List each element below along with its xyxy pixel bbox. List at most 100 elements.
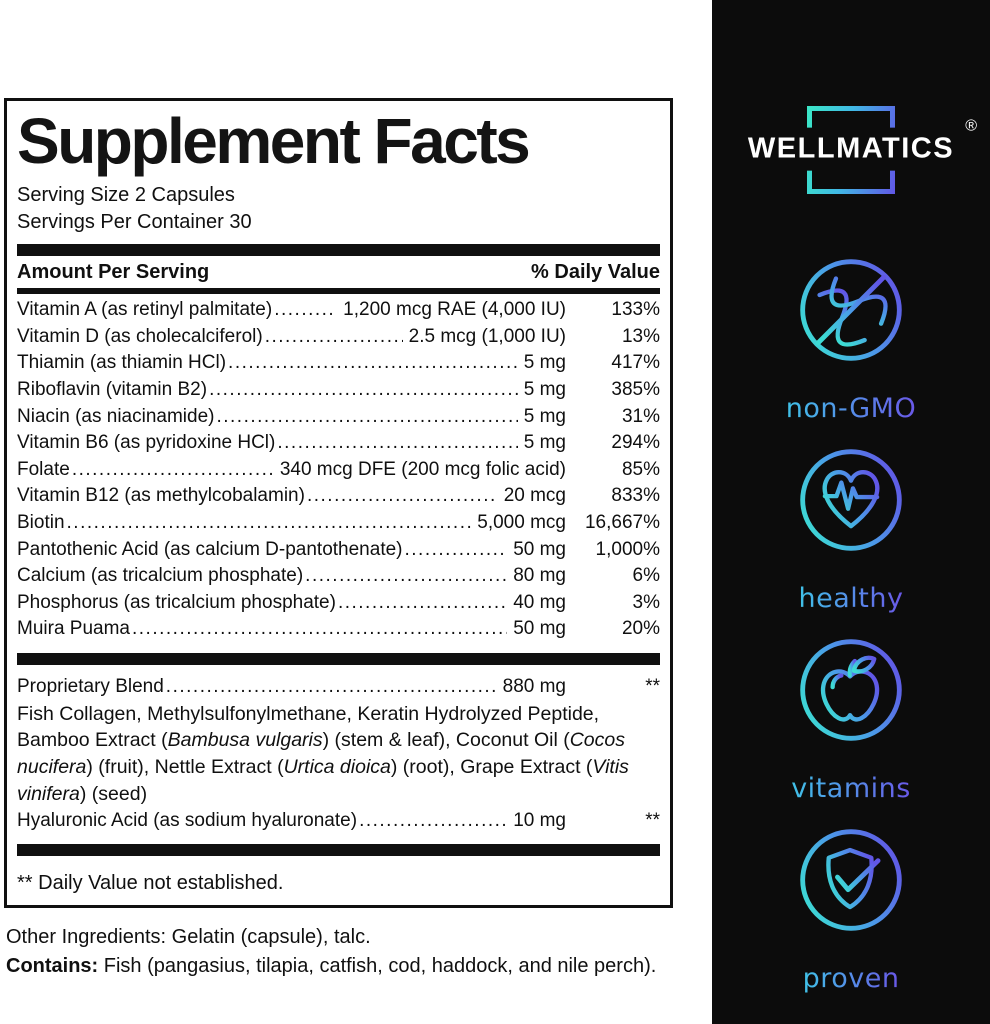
nutrient-amount: 1,200 mcg RAE (4,000 IU) bbox=[343, 299, 566, 321]
dot-leader bbox=[307, 483, 498, 510]
badge-label: non-GMO bbox=[785, 393, 917, 424]
divider-thick bbox=[17, 244, 660, 257]
nutrient-row: Phosphorus (as tricalcium phosphate) 40 m… bbox=[17, 590, 660, 617]
heart-pulse-icon bbox=[800, 449, 902, 551]
badge-label: proven bbox=[802, 963, 900, 994]
dot-leader bbox=[209, 377, 518, 404]
nutrient-name: Proprietary Blend bbox=[17, 675, 164, 697]
nutrient-row: Hyaluronic Acid (as sodium hyaluronate) 1… bbox=[17, 808, 660, 835]
dot-leader bbox=[216, 404, 517, 431]
nutrient-amount: 50 mg bbox=[513, 618, 566, 640]
serving-size: Serving Size 2 Capsules bbox=[17, 184, 235, 207]
dot-leader bbox=[67, 510, 472, 537]
daily-value: 85% bbox=[621, 458, 660, 480]
daily-value: 6% bbox=[632, 565, 660, 587]
nutrient-rows: Vitamin A (as retinyl palmitate) 1,200 mc… bbox=[17, 294, 660, 647]
daily-value: 3% bbox=[632, 591, 660, 613]
nutrient-name: Hyaluronic Acid (as sodium hyaluronate) bbox=[17, 809, 358, 831]
dot-leader bbox=[277, 430, 517, 457]
dot-leader bbox=[72, 457, 274, 484]
brand-name: WELLMATICS ® bbox=[740, 118, 977, 171]
daily-value: 417% bbox=[611, 352, 660, 374]
blend-ingredients: Fish Collagen, Methylsulfonylmethane, Ke… bbox=[17, 702, 629, 805]
daily-value: 20% bbox=[621, 618, 660, 640]
other-ingredients: Other Ingredients: Gelatin (capsule), ta… bbox=[6, 926, 371, 949]
nutrient-name: Niacin (as niacinamide) bbox=[17, 405, 215, 427]
daily-value: 1,000% bbox=[595, 538, 660, 560]
badge-label: vitamins bbox=[791, 773, 911, 804]
registered-trademark-icon: ® bbox=[965, 117, 978, 135]
nutrient-row: Muira Puama 50 mg 20% bbox=[17, 616, 660, 643]
nutrient-amount: 50 mg bbox=[513, 538, 566, 560]
brand-sidebar: WELLMATICS ® non-GMO bbox=[712, 0, 990, 1024]
nutrient-amount: 5,000 mcg bbox=[477, 512, 566, 534]
nutrient-name: Phosphorus (as tricalcium phosphate) bbox=[17, 591, 336, 613]
nutrient-amount: 5 mg bbox=[523, 432, 566, 454]
nutrient-amount: 5 mg bbox=[523, 352, 566, 374]
divider-thick bbox=[17, 652, 660, 665]
contains-label: Contains: bbox=[6, 955, 99, 978]
nutrient-name: Calcium (as tricalcium phosphate) bbox=[17, 565, 304, 587]
nutrient-amount: 2.5 mcg (1,000 IU) bbox=[408, 325, 566, 347]
nutrient-name: Pantothenic Acid (as calcium D-pantothen… bbox=[17, 538, 403, 560]
dot-leader bbox=[265, 324, 403, 351]
nutrient-amount: 5 mg bbox=[523, 379, 566, 401]
nutrient-row: Pantothenic Acid (as calcium D-pantothen… bbox=[17, 537, 660, 564]
nutrient-amount: 340 mcg DFE (200 mcg folic acid) bbox=[279, 458, 566, 480]
dot-leader bbox=[338, 590, 507, 617]
amount-per-serving-header: Amount Per Serving bbox=[17, 261, 210, 284]
dot-leader bbox=[305, 563, 507, 590]
brand-logo-square: WELLMATICS ® bbox=[740, 106, 977, 194]
proprietary-blend-section: Proprietary Blend 880 mg ** Fish Collagen, … bbox=[17, 671, 660, 838]
panel-title: Supplement Facts bbox=[17, 105, 531, 177]
nutrient-name: Vitamin A (as retinyl palmitate) bbox=[17, 299, 273, 321]
daily-value: 133% bbox=[611, 299, 660, 321]
dot-leader bbox=[274, 297, 337, 324]
nutrient-amount: 80 mg bbox=[513, 565, 566, 587]
apple-icon bbox=[800, 639, 902, 741]
dot-leader bbox=[405, 537, 508, 564]
nutrient-row: Calcium (as tricalcium phosphate) 80 mg 6% bbox=[17, 563, 660, 590]
nutrient-row: Biotin 5,000 mcg 16,667% bbox=[17, 510, 660, 537]
nutrient-row: Proprietary Blend 880 mg ** bbox=[17, 674, 660, 701]
nutrient-name: Thiamin (as thiamin HCl) bbox=[17, 352, 227, 374]
nutrient-amount: 5 mg bbox=[523, 405, 566, 427]
nutrient-name: Vitamin B6 (as pyridoxine HCl) bbox=[17, 432, 276, 454]
no-gmo-dna-icon bbox=[800, 259, 902, 361]
daily-value: 294% bbox=[611, 432, 660, 454]
nutrient-name: Vitamin B12 (as methylcobalamin) bbox=[17, 485, 305, 507]
dot-leader bbox=[132, 616, 507, 643]
nutrient-name: Muira Puama bbox=[17, 618, 130, 640]
nutrient-row: Niacin (as niacinamide) 5 mg 31% bbox=[17, 404, 660, 431]
badge-proven: proven bbox=[793, 822, 909, 996]
daily-value: 385% bbox=[611, 379, 660, 401]
nutrient-amount: 40 mg bbox=[513, 591, 566, 613]
nutrient-row: Folate 340 mcg DFE (200 mcg folic acid) 85… bbox=[17, 457, 660, 484]
daily-value-header: % Daily Value bbox=[531, 261, 660, 284]
table-header: Amount Per Serving % Daily Value bbox=[17, 256, 660, 288]
nutrient-row: Riboflavin (vitamin B2) 5 mg 385% bbox=[17, 377, 660, 404]
nutrient-row: Thiamin (as thiamin HCl) 5 mg 417% bbox=[17, 350, 660, 377]
nutrient-amount: 20 mcg bbox=[503, 485, 566, 507]
contains-statement: Contains: Fish (pangasius, tilapia, catf… bbox=[6, 953, 712, 980]
daily-value: ** bbox=[645, 675, 660, 697]
dot-leader bbox=[166, 674, 497, 701]
nutrient-amount: 10 mg bbox=[513, 809, 566, 831]
nutrient-row: Vitamin D (as cholecalciferol) 2.5 mcg (1… bbox=[17, 324, 660, 351]
nutrient-name: Biotin bbox=[17, 512, 65, 534]
daily-value: 833% bbox=[611, 485, 660, 507]
supplement-facts-panel: Supplement Facts Serving Size 2 Capsules… bbox=[4, 98, 673, 909]
daily-value: 13% bbox=[621, 325, 660, 347]
daily-value-footnote: ** Daily Value not established. bbox=[17, 872, 284, 895]
daily-value: ** bbox=[645, 809, 660, 831]
dot-leader bbox=[359, 808, 507, 835]
divider-thin bbox=[17, 288, 660, 295]
daily-value: 31% bbox=[621, 405, 660, 427]
label-side: Supplement Facts Serving Size 2 Capsules… bbox=[0, 0, 712, 1024]
dot-leader bbox=[228, 350, 518, 377]
nutrient-amount: 880 mg bbox=[502, 675, 566, 697]
badge-vitamins: vitamins bbox=[791, 632, 911, 806]
servings-per-container: Servings Per Container 30 bbox=[17, 211, 252, 234]
nutrient-row: Vitamin B12 (as methylcobalamin) 20 mcg 83… bbox=[17, 483, 660, 510]
nutrient-name: Vitamin D (as cholecalciferol) bbox=[17, 325, 263, 347]
